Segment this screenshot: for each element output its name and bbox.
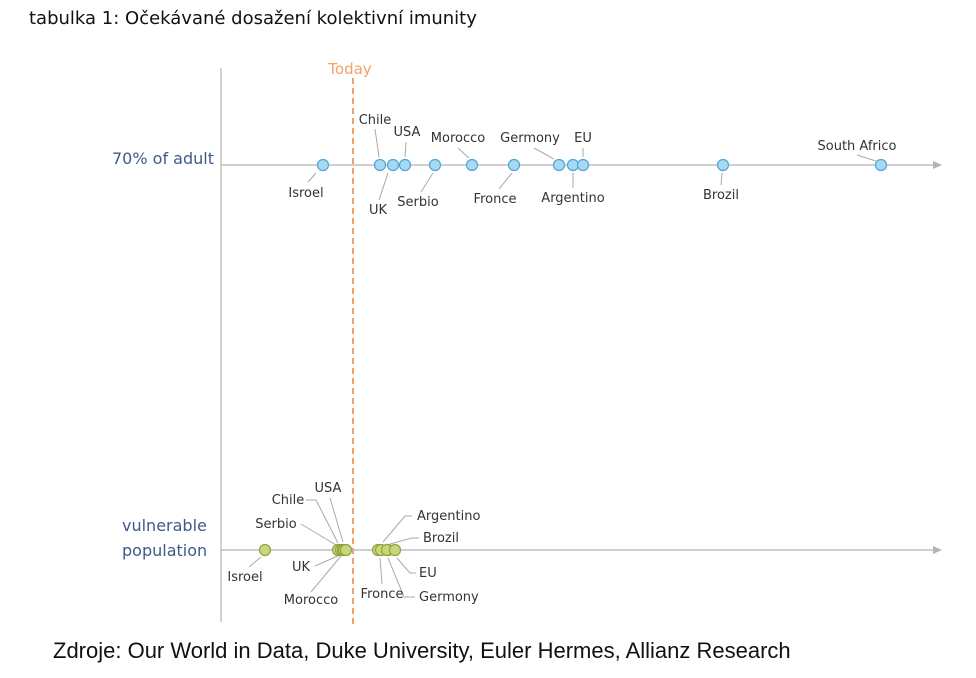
country-marker	[428, 158, 442, 172]
country-marker	[874, 158, 888, 172]
country-marker	[576, 158, 590, 172]
country-label: UK	[369, 203, 388, 218]
leader-line	[533, 147, 555, 160]
country-marker	[373, 158, 387, 172]
row-label-line: 70% of adult	[112, 149, 214, 168]
country-label: Germony	[500, 131, 560, 146]
leader-line	[248, 556, 262, 568]
country-label: Serbio	[255, 517, 296, 532]
leader-line	[382, 515, 412, 543]
country-label: South Africo	[818, 139, 897, 154]
figure-caption: tabulka 1: Očekávané dosažení kolektivní…	[29, 8, 477, 29]
country-label: Isroel	[288, 186, 323, 201]
leader-line	[457, 147, 470, 159]
country-marker	[258, 543, 272, 557]
leader-line	[498, 172, 513, 190]
leader-line	[396, 557, 416, 574]
country-label: Fronce	[361, 587, 404, 602]
country-marker	[507, 158, 521, 172]
row-label-line: population	[122, 541, 207, 560]
country-label: Brozil	[703, 188, 739, 203]
country-label: USA	[315, 481, 342, 496]
country-marker	[316, 158, 330, 172]
country-label: UK	[292, 560, 311, 575]
country-label: Fronce	[474, 192, 517, 207]
leader-line	[404, 141, 407, 158]
country-marker	[339, 543, 353, 557]
country-label: Brozil	[423, 531, 459, 546]
leader-line	[720, 172, 723, 186]
country-marker	[716, 158, 730, 172]
country-marker	[386, 158, 400, 172]
row-axis-arrow	[933, 161, 942, 169]
leader-line	[387, 557, 415, 598]
country-label: EU	[419, 566, 437, 581]
leader-line	[314, 554, 341, 567]
country-marker	[388, 543, 402, 557]
leader-line	[307, 172, 317, 183]
leader-line	[310, 555, 342, 593]
country-marker	[465, 158, 479, 172]
leader-line	[374, 128, 380, 158]
leader-line	[300, 523, 337, 546]
country-label: Morocco	[284, 593, 338, 608]
country-label: EU	[574, 131, 592, 146]
leader-line	[389, 537, 419, 545]
row-label: 70% of adult	[112, 149, 214, 168]
country-label: Morocco	[431, 131, 485, 146]
row-label-line: vulnerable	[122, 516, 207, 535]
source-note: Zdroje: Our World in Data, Duke Universi…	[53, 638, 791, 663]
leader-line	[420, 172, 434, 193]
country-label: Serbio	[397, 195, 438, 210]
leader-line	[329, 497, 344, 543]
country-label: Chile	[359, 113, 392, 128]
leader-line	[856, 154, 877, 162]
country-label: USA	[394, 125, 421, 140]
row-label: vulnerable population	[122, 516, 207, 560]
country-label: Isroel	[227, 570, 262, 585]
country-label: Chile	[272, 493, 305, 508]
country-marker	[566, 158, 580, 172]
country-marker	[552, 158, 566, 172]
today-label: Today	[327, 60, 372, 78]
country-label: Germony	[419, 590, 479, 605]
country-label: Argentino	[417, 509, 480, 524]
leader-line	[378, 172, 389, 201]
row-axis-arrow	[933, 546, 942, 554]
country-label: Argentino	[541, 191, 604, 206]
leader-line	[379, 557, 383, 585]
leader-line	[306, 499, 339, 544]
country-marker	[398, 158, 412, 172]
